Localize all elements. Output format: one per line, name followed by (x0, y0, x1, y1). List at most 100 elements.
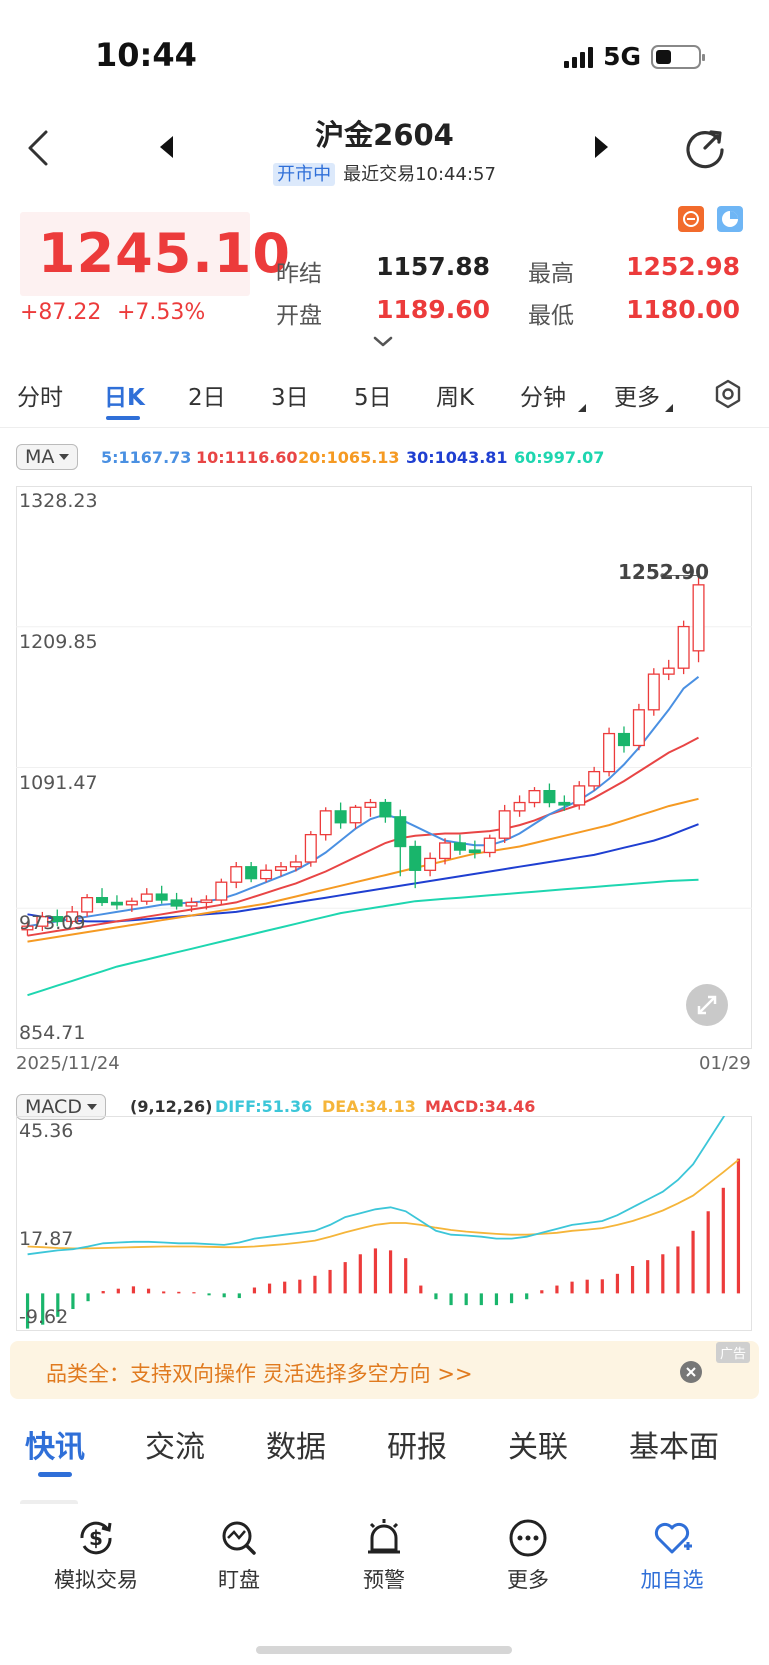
nav-alert[interactable]: 预警 (314, 1516, 454, 1594)
nav-more[interactable]: 更多 (458, 1516, 598, 1594)
nav-watch[interactable]: 盯盘 (169, 1516, 309, 1594)
tab-divider (0, 427, 769, 428)
next-contract-icon[interactable] (595, 136, 608, 158)
candle-body (66, 911, 79, 923)
candle-body (245, 866, 258, 880)
tab-weekly-k[interactable]: 周K (436, 385, 475, 411)
date-axis-start: 2025/11/24 (16, 1053, 120, 1074)
candle (289, 854, 302, 872)
nav-label: 预警 (363, 1568, 405, 1592)
macd-bar (494, 1293, 499, 1306)
news-tab-data[interactable]: 数据 (266, 1430, 326, 1465)
candle-body (200, 899, 213, 904)
macd-bar (449, 1293, 453, 1306)
fullscreen-button[interactable] (686, 984, 728, 1026)
ma60-line (27, 878, 699, 997)
candle-body (364, 801, 377, 808)
news-tab-fundamentals[interactable]: 基本面 (629, 1430, 719, 1465)
candle (110, 895, 123, 910)
candle (245, 861, 258, 883)
tab-timeshare[interactable]: 分时 (17, 385, 63, 411)
macd-bar (41, 1293, 45, 1325)
news-tab-discussion[interactable]: 交流 (145, 1430, 205, 1465)
candle-body (21, 925, 34, 931)
macd-axis-tick: 45.36 (19, 1120, 74, 1142)
nav-label: 盯盘 (218, 1568, 260, 1592)
price-highlight (20, 212, 250, 296)
ad-text[interactable]: 品类全：支持双向操作 灵活选择多空方向 >> (46, 1362, 473, 1386)
ma30-value: 30:1043.81 (406, 448, 508, 467)
macd-bar (358, 1254, 362, 1294)
gear-icon[interactable] (712, 378, 744, 410)
macd-select[interactable]: MACD (16, 1094, 106, 1120)
candle (558, 795, 571, 811)
ma60-value: 60:997.07 (514, 448, 605, 467)
close-icon (686, 1367, 696, 1377)
active-tab-indicator (106, 416, 140, 420)
macd-bar (525, 1293, 529, 1300)
candle (364, 798, 377, 817)
back-arrow-icon[interactable] (22, 128, 56, 168)
candle-body (647, 673, 660, 711)
candle-body (662, 667, 675, 675)
macd-chart[interactable] (16, 1116, 752, 1331)
svg-text:$: $ (89, 1526, 103, 1550)
prev-contract-icon[interactable] (160, 136, 173, 158)
refresh-icon[interactable] (683, 126, 727, 170)
price-axis-tick: 1209.85 (19, 631, 98, 653)
tab-more[interactable]: 更多 (614, 385, 660, 411)
news-tab-related[interactable]: 关联 (508, 1430, 568, 1465)
macd-bar (101, 1291, 105, 1294)
macd-bar (600, 1279, 604, 1294)
ma5-value: 5:1167.73 (101, 448, 192, 467)
macd-bar (661, 1254, 665, 1294)
last-trade-time: 最近交易10:44:57 (343, 164, 496, 185)
tab-3day[interactable]: 3日 (271, 385, 309, 411)
battery-icon (651, 44, 705, 69)
calc-icon[interactable] (678, 206, 704, 232)
macd-bar (479, 1293, 483, 1306)
candle (379, 798, 392, 823)
candle-body (289, 861, 302, 868)
tab-5day[interactable]: 5日 (354, 385, 392, 411)
candle (632, 703, 645, 751)
chevron-down-icon[interactable] (373, 336, 393, 348)
candle-body (96, 897, 109, 904)
close-ad-button[interactable] (680, 1361, 702, 1383)
more-dots-icon (509, 1519, 547, 1557)
news-tab-flash[interactable]: 快讯 (25, 1430, 85, 1465)
indicator-select[interactable]: MA (16, 444, 79, 470)
candle-body (170, 899, 183, 907)
candle (36, 911, 49, 931)
macd-bar (691, 1230, 695, 1294)
price-axis-tick: 854.71 (19, 1022, 86, 1044)
candle-body (498, 810, 511, 839)
ad-banner[interactable] (10, 1341, 759, 1399)
market-status-badge: 开市中 (273, 163, 336, 186)
candle-body (588, 770, 601, 787)
candle (200, 895, 213, 910)
nav-add-watchlist[interactable]: 加自选 (602, 1516, 742, 1594)
nav-sim-trade[interactable]: $ 模拟交易 (26, 1516, 166, 1594)
candle (453, 834, 466, 855)
candle (573, 781, 586, 810)
kline-chart[interactable] (16, 486, 752, 1049)
candle-body (36, 916, 49, 927)
candle (215, 878, 228, 905)
network-type: 5G (603, 42, 641, 71)
macd-bar (540, 1290, 544, 1294)
tab-2day[interactable]: 2日 (188, 385, 226, 411)
candle-body (274, 866, 287, 871)
news-tab-research[interactable]: 研报 (387, 1430, 447, 1465)
macd-bar (192, 1292, 196, 1294)
candle (528, 787, 541, 808)
candle-body (334, 810, 347, 824)
macd-diff: DIFF:51.36 (215, 1097, 313, 1116)
pie-chart-icon[interactable] (717, 206, 743, 232)
candle-body (424, 857, 437, 871)
trade-status-line: 开市中 最近交易10:44:57 (0, 160, 769, 186)
candle-body (155, 893, 168, 901)
tab-daily-k[interactable]: 日K (104, 385, 145, 411)
tab-minute[interactable]: 分钟 (520, 385, 566, 411)
ma10-value: 10:1116.60 (196, 448, 298, 467)
